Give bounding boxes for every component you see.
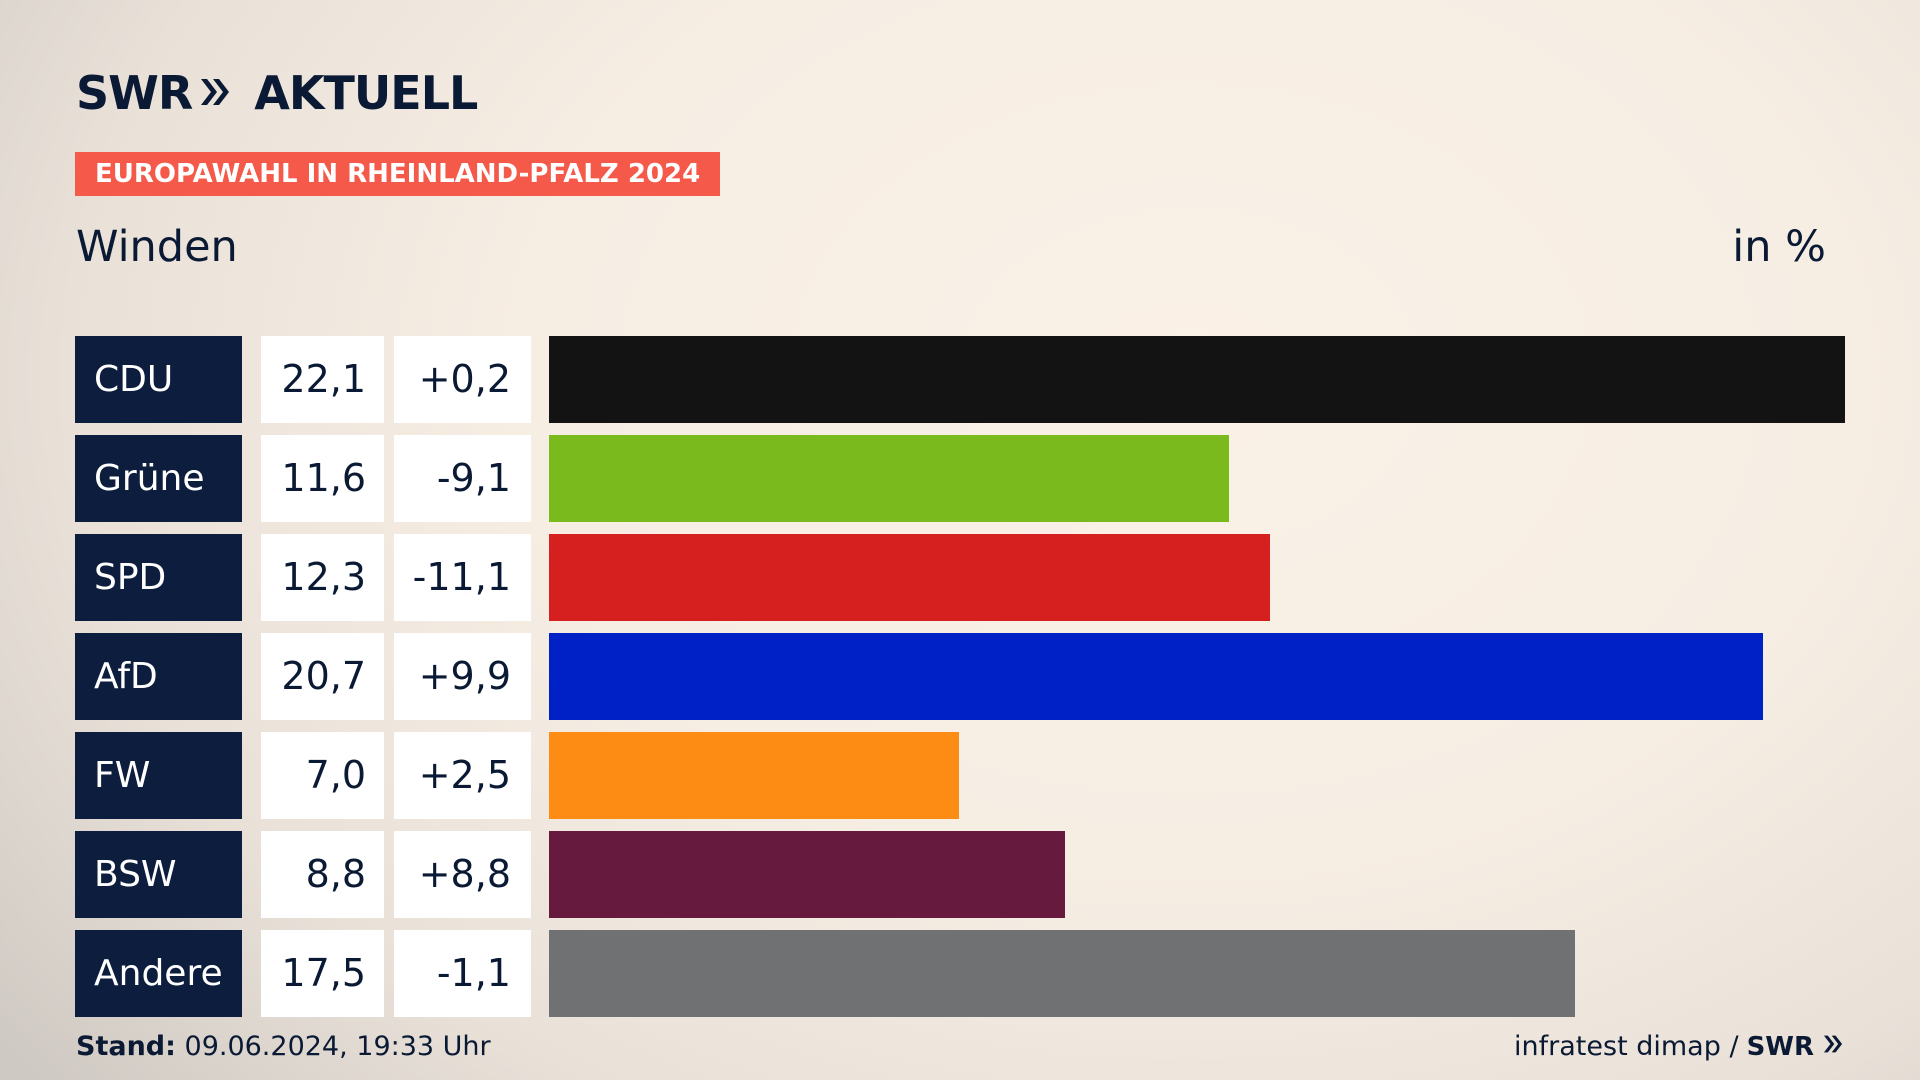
change-label: +8,8 (394, 831, 531, 918)
vote-share-label: 8,8 (261, 831, 384, 918)
result-row: FW 7,0 +2,5 (75, 732, 1845, 819)
vote-share-label: 17,5 (261, 930, 384, 1017)
double-chevron-icon (198, 66, 232, 120)
vote-share-label: 11,6 (261, 435, 384, 522)
party-label: CDU (75, 336, 242, 423)
change-label: -1,1 (394, 930, 531, 1017)
unit-label: in % (1732, 222, 1826, 272)
source-text: infratest dimap / (1514, 1031, 1739, 1062)
result-row: BSW 8,8 +8,8 (75, 831, 1845, 918)
vote-share-label: 20,7 (261, 633, 384, 720)
logo-brand: SWR (76, 66, 193, 120)
party-label: BSW (75, 831, 242, 918)
result-row: Andere 17,5 -1,1 (75, 930, 1845, 1017)
chart-subtitle: Winden (76, 222, 238, 272)
result-bar (549, 930, 1575, 1017)
results-chart: CDU 22,1 +0,2 Grüne 11,6 -9,1 SPD 12,3 -11,1 AfD 2… (75, 336, 1845, 1017)
result-bar (549, 435, 1229, 522)
party-label: SPD (75, 534, 242, 621)
change-label: +9,9 (394, 633, 531, 720)
party-label: Grüne (75, 435, 242, 522)
swr-aktuell-logo: SWR AKTUELL (76, 66, 478, 120)
vote-share-label: 7,0 (261, 732, 384, 819)
result-row: AfD 20,7 +9,9 (75, 633, 1845, 720)
result-bar (549, 336, 1845, 423)
vote-share-label: 22,1 (261, 336, 384, 423)
source-credit: infratest dimap / SWR (1514, 1031, 1844, 1062)
change-label: -11,1 (394, 534, 531, 621)
vote-share-label: 12,3 (261, 534, 384, 621)
result-row: CDU 22,1 +0,2 (75, 336, 1845, 423)
result-bar (549, 534, 1270, 621)
change-label: +2,5 (394, 732, 531, 819)
result-bar (549, 831, 1065, 918)
source-logo: SWR (1746, 1031, 1814, 1062)
mini-chevron-icon (1822, 1031, 1844, 1062)
party-label: AfD (75, 633, 242, 720)
result-bar (549, 633, 1763, 720)
logo-product: AKTUELL (254, 66, 478, 120)
change-label: -9,1 (394, 435, 531, 522)
stand-value: 09.06.2024, 19:33 Uhr (184, 1031, 491, 1062)
stand-label: Stand: (76, 1031, 176, 1062)
party-label: FW (75, 732, 242, 819)
result-row: Grüne 11,6 -9,1 (75, 435, 1845, 522)
election-tag: EUROPAWAHL IN RHEINLAND-PFALZ 2024 (75, 152, 721, 196)
result-row: SPD 12,3 -11,1 (75, 534, 1845, 621)
timestamp: Stand: 09.06.2024, 19:33 Uhr (76, 1031, 491, 1062)
change-label: +0,2 (394, 336, 531, 423)
result-bar (549, 732, 959, 819)
party-label: Andere (75, 930, 242, 1017)
